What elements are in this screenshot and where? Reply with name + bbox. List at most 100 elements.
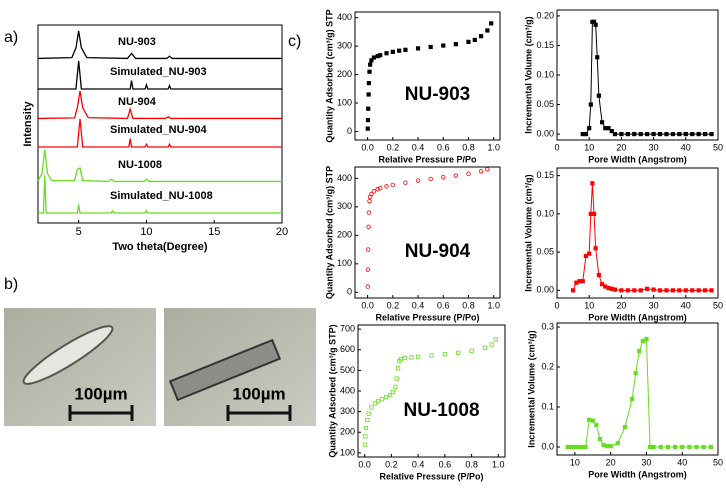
y-tick-label: 200 <box>337 69 352 79</box>
point <box>415 178 421 183</box>
x-tick-label: 0.2 <box>387 142 400 152</box>
plot-frame <box>37 24 283 224</box>
point <box>393 384 398 389</box>
y-axis-label: Quantity Adsorbed (cm³/g) STP <box>324 166 334 299</box>
panel-label: b) <box>4 276 18 293</box>
point <box>485 28 490 33</box>
point <box>403 180 408 185</box>
point <box>630 396 635 402</box>
plot-frame <box>357 324 506 458</box>
point <box>569 444 574 450</box>
trace-label: Simulated_NU-903 <box>110 66 207 78</box>
y-axis-label: Quantity Adsorbed (cm³/g STP) <box>327 324 337 457</box>
plot-frame <box>354 166 501 299</box>
point <box>612 131 618 137</box>
point <box>378 185 383 191</box>
point <box>703 288 708 293</box>
point <box>366 247 371 252</box>
x-tick-label: 1.0 <box>487 300 500 310</box>
y-tick-label: 700 <box>340 324 355 334</box>
point <box>466 39 471 44</box>
x-tick-label: 0 <box>554 300 559 310</box>
point <box>594 422 599 428</box>
annotation: NU-1008 <box>403 400 479 421</box>
x-tick-label: 20 <box>276 226 288 238</box>
y-tick-label: 0.20 <box>536 10 554 20</box>
x-tick-label: 0.4 <box>412 142 425 152</box>
point <box>428 176 433 182</box>
scale-label: 100µm <box>74 384 127 403</box>
point <box>638 131 643 137</box>
x-tick-label: 0.8 <box>462 142 475 152</box>
plot-frame <box>354 11 501 141</box>
point <box>606 126 611 131</box>
plot-area <box>580 19 714 137</box>
point <box>645 286 650 291</box>
point <box>369 191 374 197</box>
x-axis-label: Pore Width (Angstrom) <box>588 154 686 164</box>
line <box>582 21 712 135</box>
point <box>601 442 606 448</box>
x-tick-label: 0.4 <box>412 300 425 310</box>
point <box>647 444 653 450</box>
point <box>402 355 407 361</box>
y-tick-label: 0.3 <box>541 321 554 331</box>
point <box>387 393 393 398</box>
scale-label: 100µm <box>232 384 285 403</box>
point <box>441 175 446 180</box>
point <box>366 224 371 230</box>
point <box>625 131 630 137</box>
y-tick-label: 0.15 <box>536 170 554 180</box>
point <box>368 62 373 67</box>
annotation: NU-903 <box>405 84 470 105</box>
x-tick-label: 20 <box>616 142 626 152</box>
point <box>664 131 669 137</box>
point <box>365 126 370 131</box>
point <box>576 444 581 450</box>
x-tick-label: 0.4 <box>412 459 425 469</box>
point <box>690 131 695 137</box>
y-tick-label: 400 <box>337 173 352 183</box>
point <box>379 397 385 402</box>
point <box>595 55 600 60</box>
line <box>567 338 711 448</box>
point <box>565 444 570 450</box>
point <box>638 288 643 293</box>
point <box>694 444 699 450</box>
point <box>375 399 381 404</box>
y-tick-label: 0.0 <box>541 441 554 451</box>
point <box>591 211 597 216</box>
panel-label: c) <box>288 33 301 50</box>
point <box>615 440 620 446</box>
y-tick-label: 500 <box>340 365 355 375</box>
point <box>489 21 494 26</box>
point <box>622 424 628 430</box>
point <box>478 169 484 174</box>
y-axis-label: Quantity Adsorbed (cm³/g) STP <box>324 9 334 142</box>
point <box>394 376 399 381</box>
point <box>365 117 371 123</box>
point <box>365 267 371 272</box>
point <box>366 210 372 215</box>
point <box>672 444 678 450</box>
x-tick-label: 10 <box>140 226 152 238</box>
y-axis-label: Incremental Volume (cm³/g) <box>526 330 536 447</box>
trace-label: Simulated_NU-904 <box>110 124 207 136</box>
point <box>367 198 372 204</box>
point <box>384 51 389 56</box>
x-tick-label: 10 <box>584 142 594 152</box>
point <box>453 173 459 178</box>
point <box>583 131 589 137</box>
point <box>482 345 488 350</box>
x-tick-label: 0.6 <box>437 300 450 310</box>
trace <box>38 60 282 90</box>
x-tick-label: 15 <box>208 226 220 238</box>
panel-label: a) <box>4 29 18 46</box>
point <box>637 348 642 354</box>
point <box>696 288 701 293</box>
point <box>657 288 663 293</box>
point <box>397 48 402 53</box>
point <box>366 106 371 111</box>
point <box>363 434 368 439</box>
